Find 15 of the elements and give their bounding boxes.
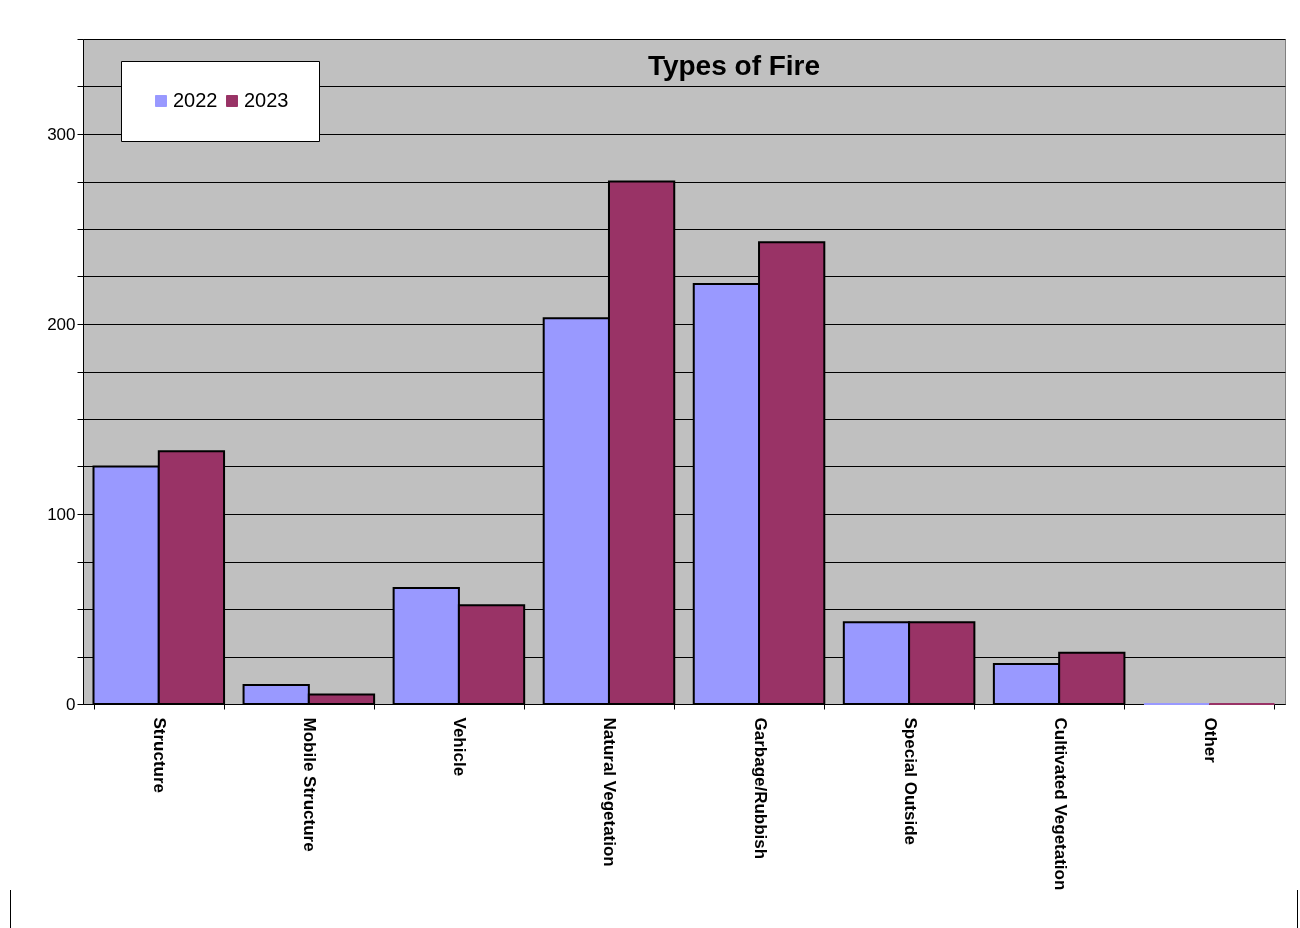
y-tick-label: 300 <box>47 124 76 144</box>
x-tick-label: Vehicle <box>450 717 470 777</box>
y-tick-label: 100 <box>47 504 76 524</box>
x-tick-label: Natural Vegetation <box>600 717 620 867</box>
x-tick-label: Cultivated Vegetation <box>1050 717 1070 891</box>
x-tick-label: Other <box>1200 717 1220 764</box>
x-tick-label: Structure <box>150 717 170 794</box>
legend-label: 2022 <box>173 89 218 111</box>
x-tick-label: Garbage/Rubbish <box>750 717 770 860</box>
x-tick-label: Special Outside <box>900 717 920 846</box>
y-tick-label: 200 <box>47 314 76 334</box>
y-tick-label: 0 <box>66 694 76 714</box>
chart-title: Types of Fire <box>647 49 821 81</box>
x-tick-label: Mobile Structure <box>300 717 320 852</box>
legend-label: 2023 <box>244 89 289 111</box>
